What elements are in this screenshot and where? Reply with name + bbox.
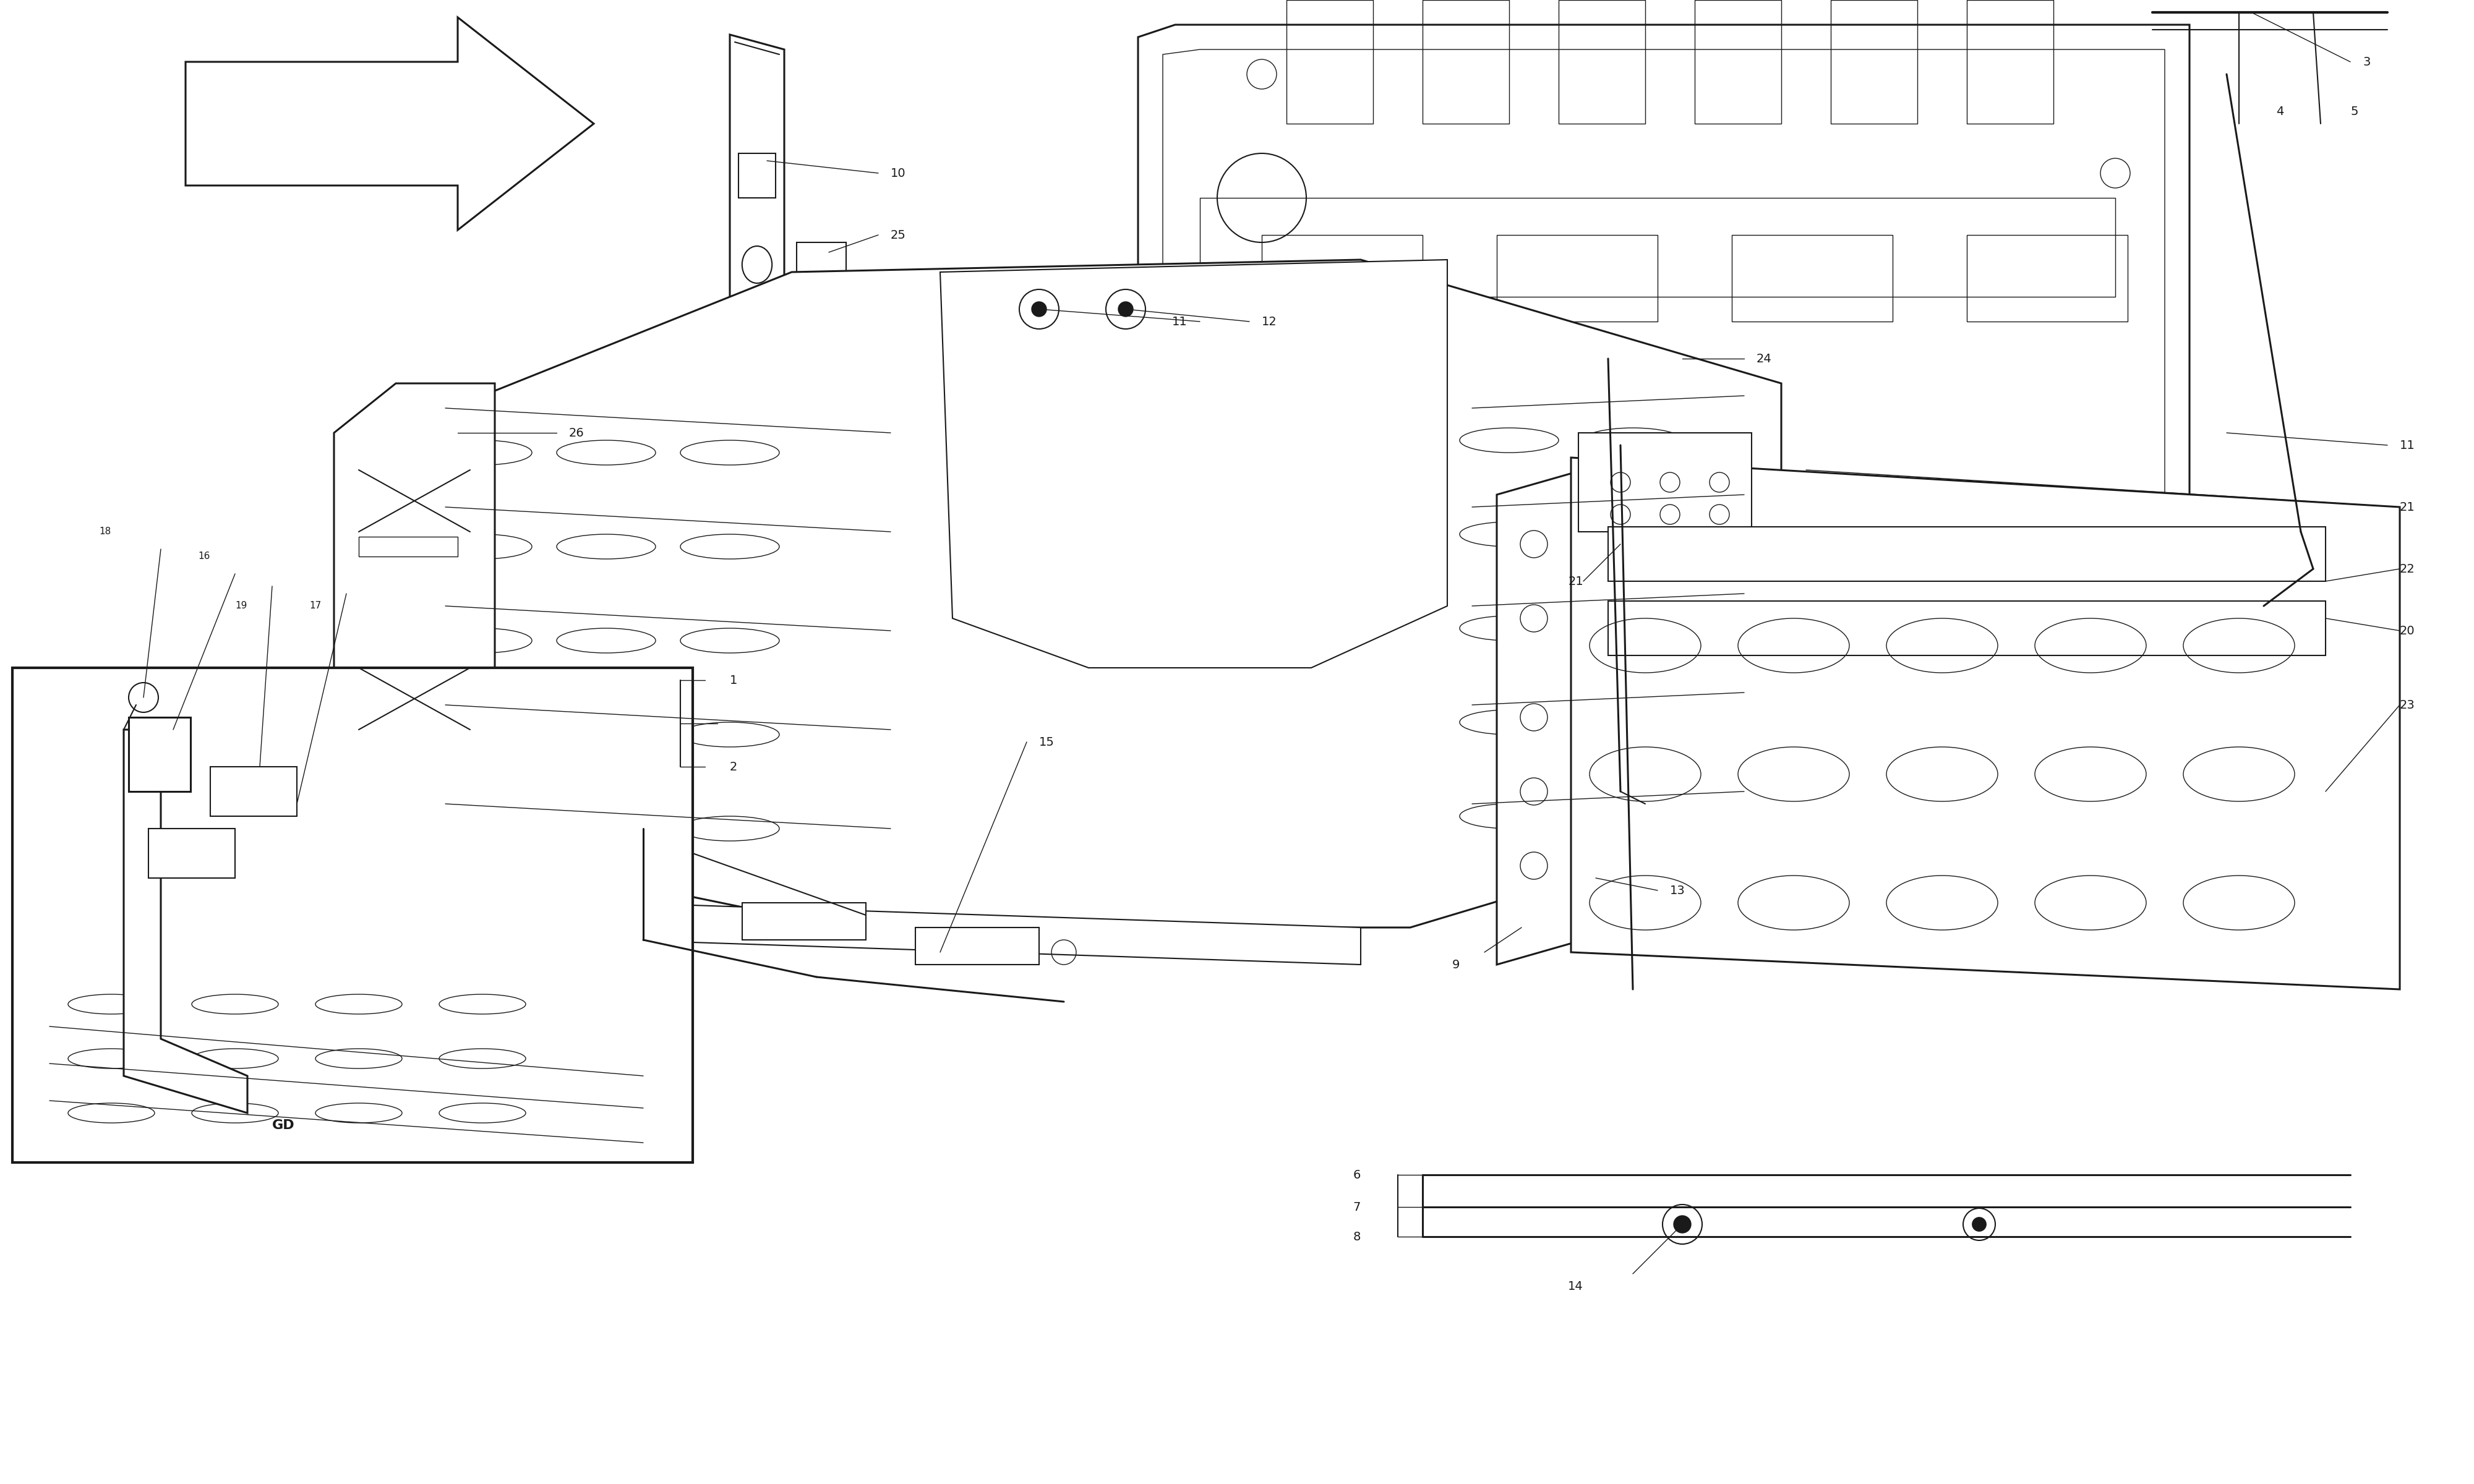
Text: 11: 11 — [1173, 316, 1188, 328]
Bar — [1286, 0, 1373, 123]
Polygon shape — [940, 260, 1447, 668]
Bar — [797, 300, 846, 329]
Bar — [359, 672, 458, 693]
Text: 3: 3 — [2363, 56, 2370, 68]
Text: 16: 16 — [198, 552, 210, 561]
Bar — [148, 828, 235, 879]
Bar — [210, 767, 297, 816]
Text: 26: 26 — [569, 427, 584, 439]
Text: 6: 6 — [1353, 1169, 1361, 1181]
Text: 25: 25 — [891, 229, 905, 240]
Circle shape — [1972, 1217, 1987, 1232]
Text: GD: GD — [272, 1119, 294, 1131]
Text: 4: 4 — [2276, 105, 2284, 117]
Polygon shape — [722, 393, 792, 423]
Polygon shape — [124, 730, 247, 1113]
Bar — [915, 927, 1039, 965]
Text: 18: 18 — [99, 527, 111, 536]
Polygon shape — [334, 383, 495, 841]
Bar — [742, 902, 866, 939]
Bar — [1831, 0, 1917, 123]
Bar — [1423, 0, 1509, 123]
Text: 9: 9 — [1452, 959, 1460, 971]
Text: 21: 21 — [2400, 502, 2415, 513]
Text: 1: 1 — [730, 674, 737, 686]
Text: 5: 5 — [2350, 105, 2358, 117]
Text: 21: 21 — [1569, 576, 1583, 588]
Polygon shape — [730, 34, 784, 408]
Bar — [1262, 234, 1423, 322]
Circle shape — [1672, 1215, 1692, 1233]
Polygon shape — [1138, 25, 2189, 605]
Polygon shape — [1571, 457, 2400, 990]
Bar — [737, 153, 777, 197]
Text: 23: 23 — [2400, 699, 2415, 711]
Bar — [1967, 234, 2128, 322]
Text: 2: 2 — [730, 761, 737, 773]
Polygon shape — [186, 18, 594, 230]
Bar — [1608, 527, 2326, 582]
Polygon shape — [421, 260, 1781, 927]
Bar — [129, 717, 190, 791]
Polygon shape — [618, 902, 1361, 965]
Bar — [1695, 0, 1781, 123]
Bar — [1578, 433, 1752, 531]
Bar — [359, 537, 458, 556]
Text: 19: 19 — [235, 601, 247, 610]
Bar — [1559, 0, 1645, 123]
Text: 13: 13 — [1670, 884, 1685, 896]
Text: 7: 7 — [1353, 1201, 1361, 1212]
Text: 11: 11 — [2400, 439, 2415, 451]
Bar — [1967, 0, 2053, 123]
Text: 24: 24 — [1757, 353, 1771, 365]
Bar — [1732, 234, 1893, 322]
Bar — [1200, 197, 2115, 297]
Bar — [1497, 234, 1658, 322]
Text: 10: 10 — [891, 168, 905, 180]
Text: 20: 20 — [2400, 625, 2415, 637]
Bar — [1608, 601, 2326, 656]
Text: 12: 12 — [1262, 316, 1277, 328]
Text: 22: 22 — [2400, 562, 2415, 574]
Bar — [12, 668, 693, 1162]
Circle shape — [1118, 301, 1133, 316]
Polygon shape — [1497, 470, 1583, 965]
Text: 17: 17 — [309, 601, 322, 610]
Text: 14: 14 — [1569, 1281, 1583, 1293]
Circle shape — [1032, 301, 1047, 316]
Text: 8: 8 — [1353, 1230, 1361, 1242]
Bar — [797, 242, 846, 272]
Text: 15: 15 — [1039, 736, 1054, 748]
